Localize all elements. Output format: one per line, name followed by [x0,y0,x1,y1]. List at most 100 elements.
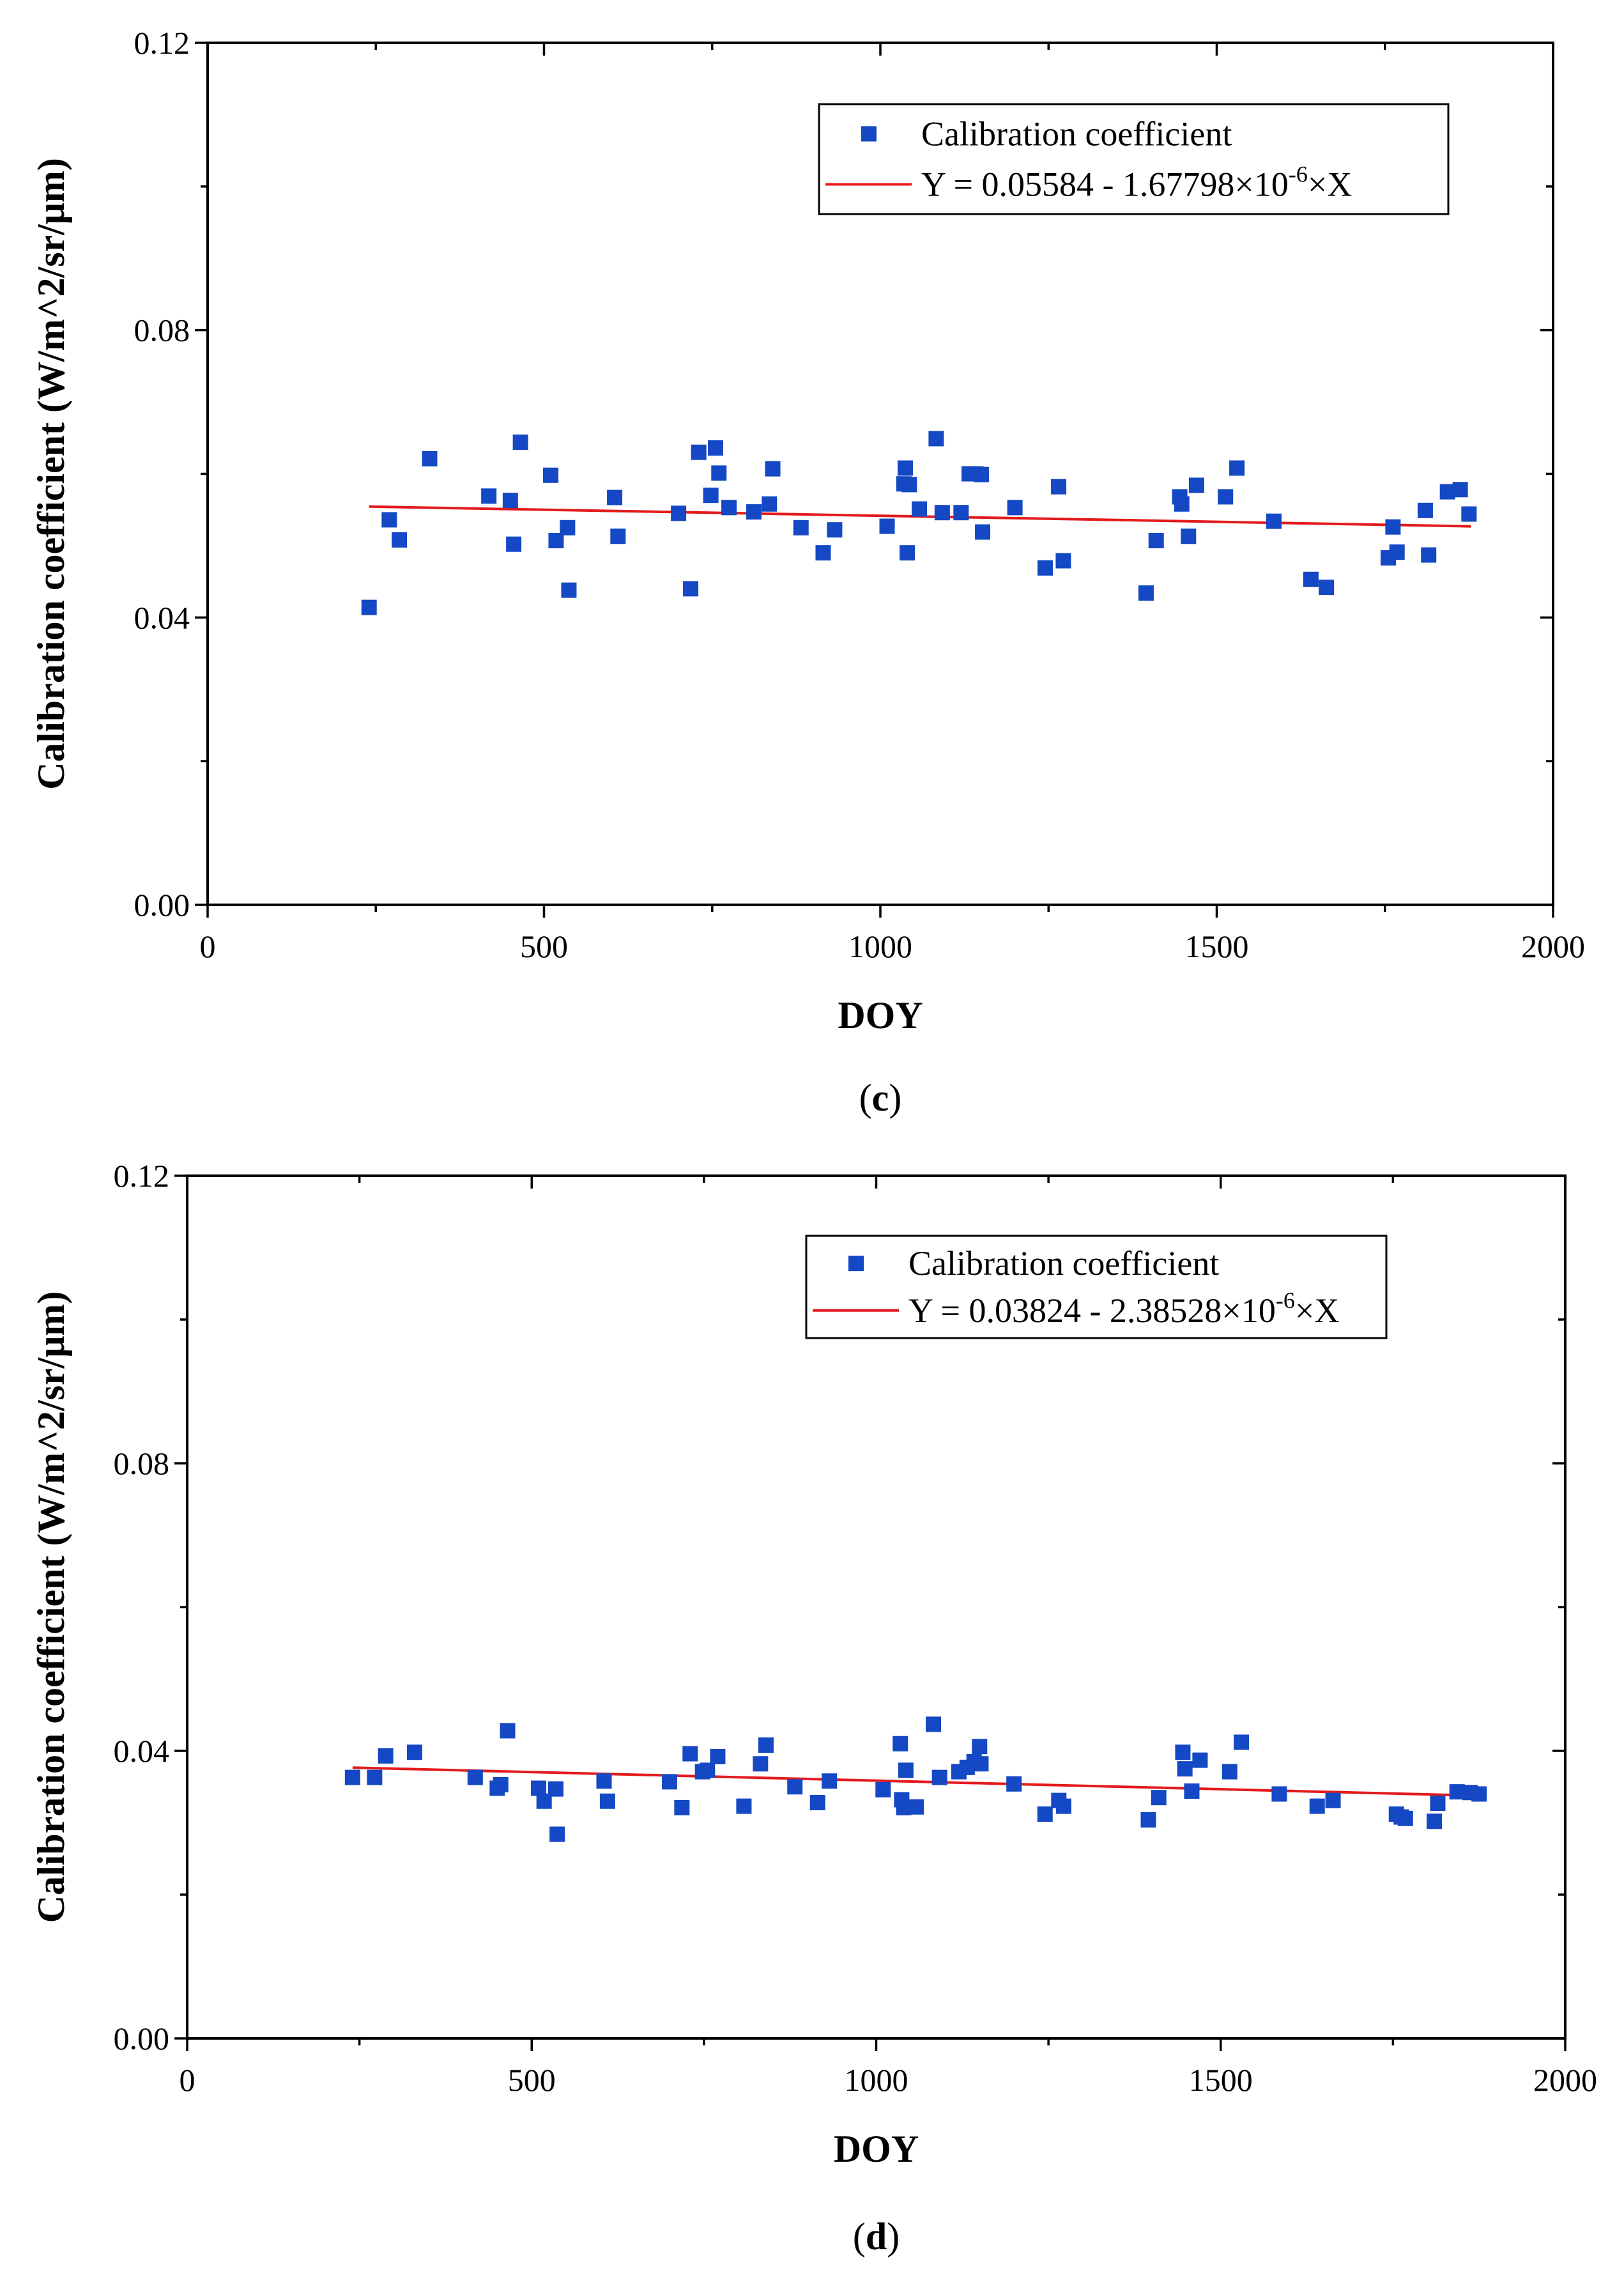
data-point [928,431,944,447]
data-point [815,545,831,561]
data-point [827,522,843,538]
data-point [1177,1761,1193,1777]
legend-fit-suffix: ×X [1295,1291,1339,1330]
data-point [822,1773,838,1789]
data-point [1427,1813,1443,1829]
data-point [908,1799,924,1815]
data-point [506,536,522,552]
data-point [1222,1764,1237,1780]
data-point [793,520,809,535]
y-tick-label: 0.08 [134,312,190,348]
data-point [1266,513,1282,529]
data-point [1271,1786,1287,1802]
data-point [661,1774,677,1790]
fit-line [352,1766,1482,1797]
data-point [671,505,687,521]
data-point [561,582,577,598]
data-point [1055,553,1071,569]
data-point [467,1769,483,1785]
legend-fit-label: Y = 0.03824 - 2.38528×10-6×X [908,1288,1339,1330]
data-point [500,1723,516,1739]
legend-fit-prefix: Y = 0.05584 - 1.67798×10 [921,166,1289,204]
panel-letter: d [866,2215,887,2258]
data-point [736,1798,752,1814]
data-point [1175,1744,1191,1760]
chart-panel-d: 0 500 1000 1500 2000 0.00 0.04 0.08 0.12 DOY Calib… [30,1158,1597,2258]
y-tick-label: 0.12 [134,25,190,61]
data-point [1037,560,1053,576]
data-point [700,1762,716,1778]
legend-fit-prefix: Y = 0.03824 - 2.38528×10 [908,1291,1276,1330]
data-point [1452,482,1468,498]
data-point [758,1737,774,1753]
data-point [674,1799,690,1815]
data-point [1234,1734,1250,1750]
data-point [548,533,564,549]
y-tick-label: 0.12 [114,1158,170,1194]
data-point [926,1716,942,1732]
panel-label: (c) [859,1077,902,1119]
x-tick-label: 500 [520,928,568,964]
x-tick-label: 2000 [1521,928,1585,964]
data-point [502,493,518,509]
data-point [691,444,707,460]
data-point [1174,496,1190,512]
x-tick-label: 0 [200,928,216,964]
data-point [548,1781,563,1797]
data-point [972,1739,988,1755]
data-point [1397,1810,1413,1826]
panel-label: (d) [853,2215,900,2258]
data-point [934,505,950,521]
x-tick-label: 2000 [1533,2062,1597,2098]
data-point [1055,1798,1071,1814]
data-point [512,435,528,450]
data-point [1192,1752,1208,1768]
data-point [1037,1806,1053,1822]
data-point [912,501,928,517]
data-point [549,1826,565,1842]
data-point [787,1779,803,1795]
data-point [406,1744,422,1760]
data-point [344,1769,360,1785]
data-point [1430,1796,1446,1812]
y-axis-title: Calibration coefficient (W/m^2/sr/μm) [30,1291,72,1923]
data-point [1385,519,1401,535]
legend-marker [861,126,877,142]
data-point [1303,571,1319,587]
data-point [1218,489,1234,505]
data-point [1006,1776,1022,1792]
y-tick-label: 0.00 [134,887,190,923]
data-point [560,520,576,535]
y-tick-label: 0.08 [114,1445,170,1481]
x-axis-title: DOY [838,994,923,1036]
data-point [361,599,377,615]
data-point [610,528,626,544]
y-tick-label: 0.04 [134,599,190,635]
data-point [531,1780,547,1796]
data-point [367,1769,383,1785]
data-point [1051,479,1067,495]
legend-box [805,1235,1388,1339]
data-point [901,477,917,493]
data-point [765,461,781,477]
data-point [879,518,895,534]
x-tick-label: 500 [508,2062,556,2098]
legend-scatter-label: Calibration coefficient [921,114,1232,153]
data-point [493,1776,509,1792]
data-point [599,1793,615,1809]
data-point [898,1762,914,1778]
legend-fit-exponent: -6 [1289,162,1308,187]
data-point [378,1748,394,1764]
x-tick-label: 1000 [845,2062,908,2098]
data-point [900,545,915,561]
data-point [1181,528,1197,544]
data-point [1140,1812,1156,1828]
x-tick-label: 1500 [1185,928,1249,964]
data-point [953,505,969,521]
data-point [892,1736,908,1751]
legend-marker [848,1256,864,1272]
data-point [746,504,762,520]
data-point [703,488,719,504]
data-point [1007,500,1023,516]
